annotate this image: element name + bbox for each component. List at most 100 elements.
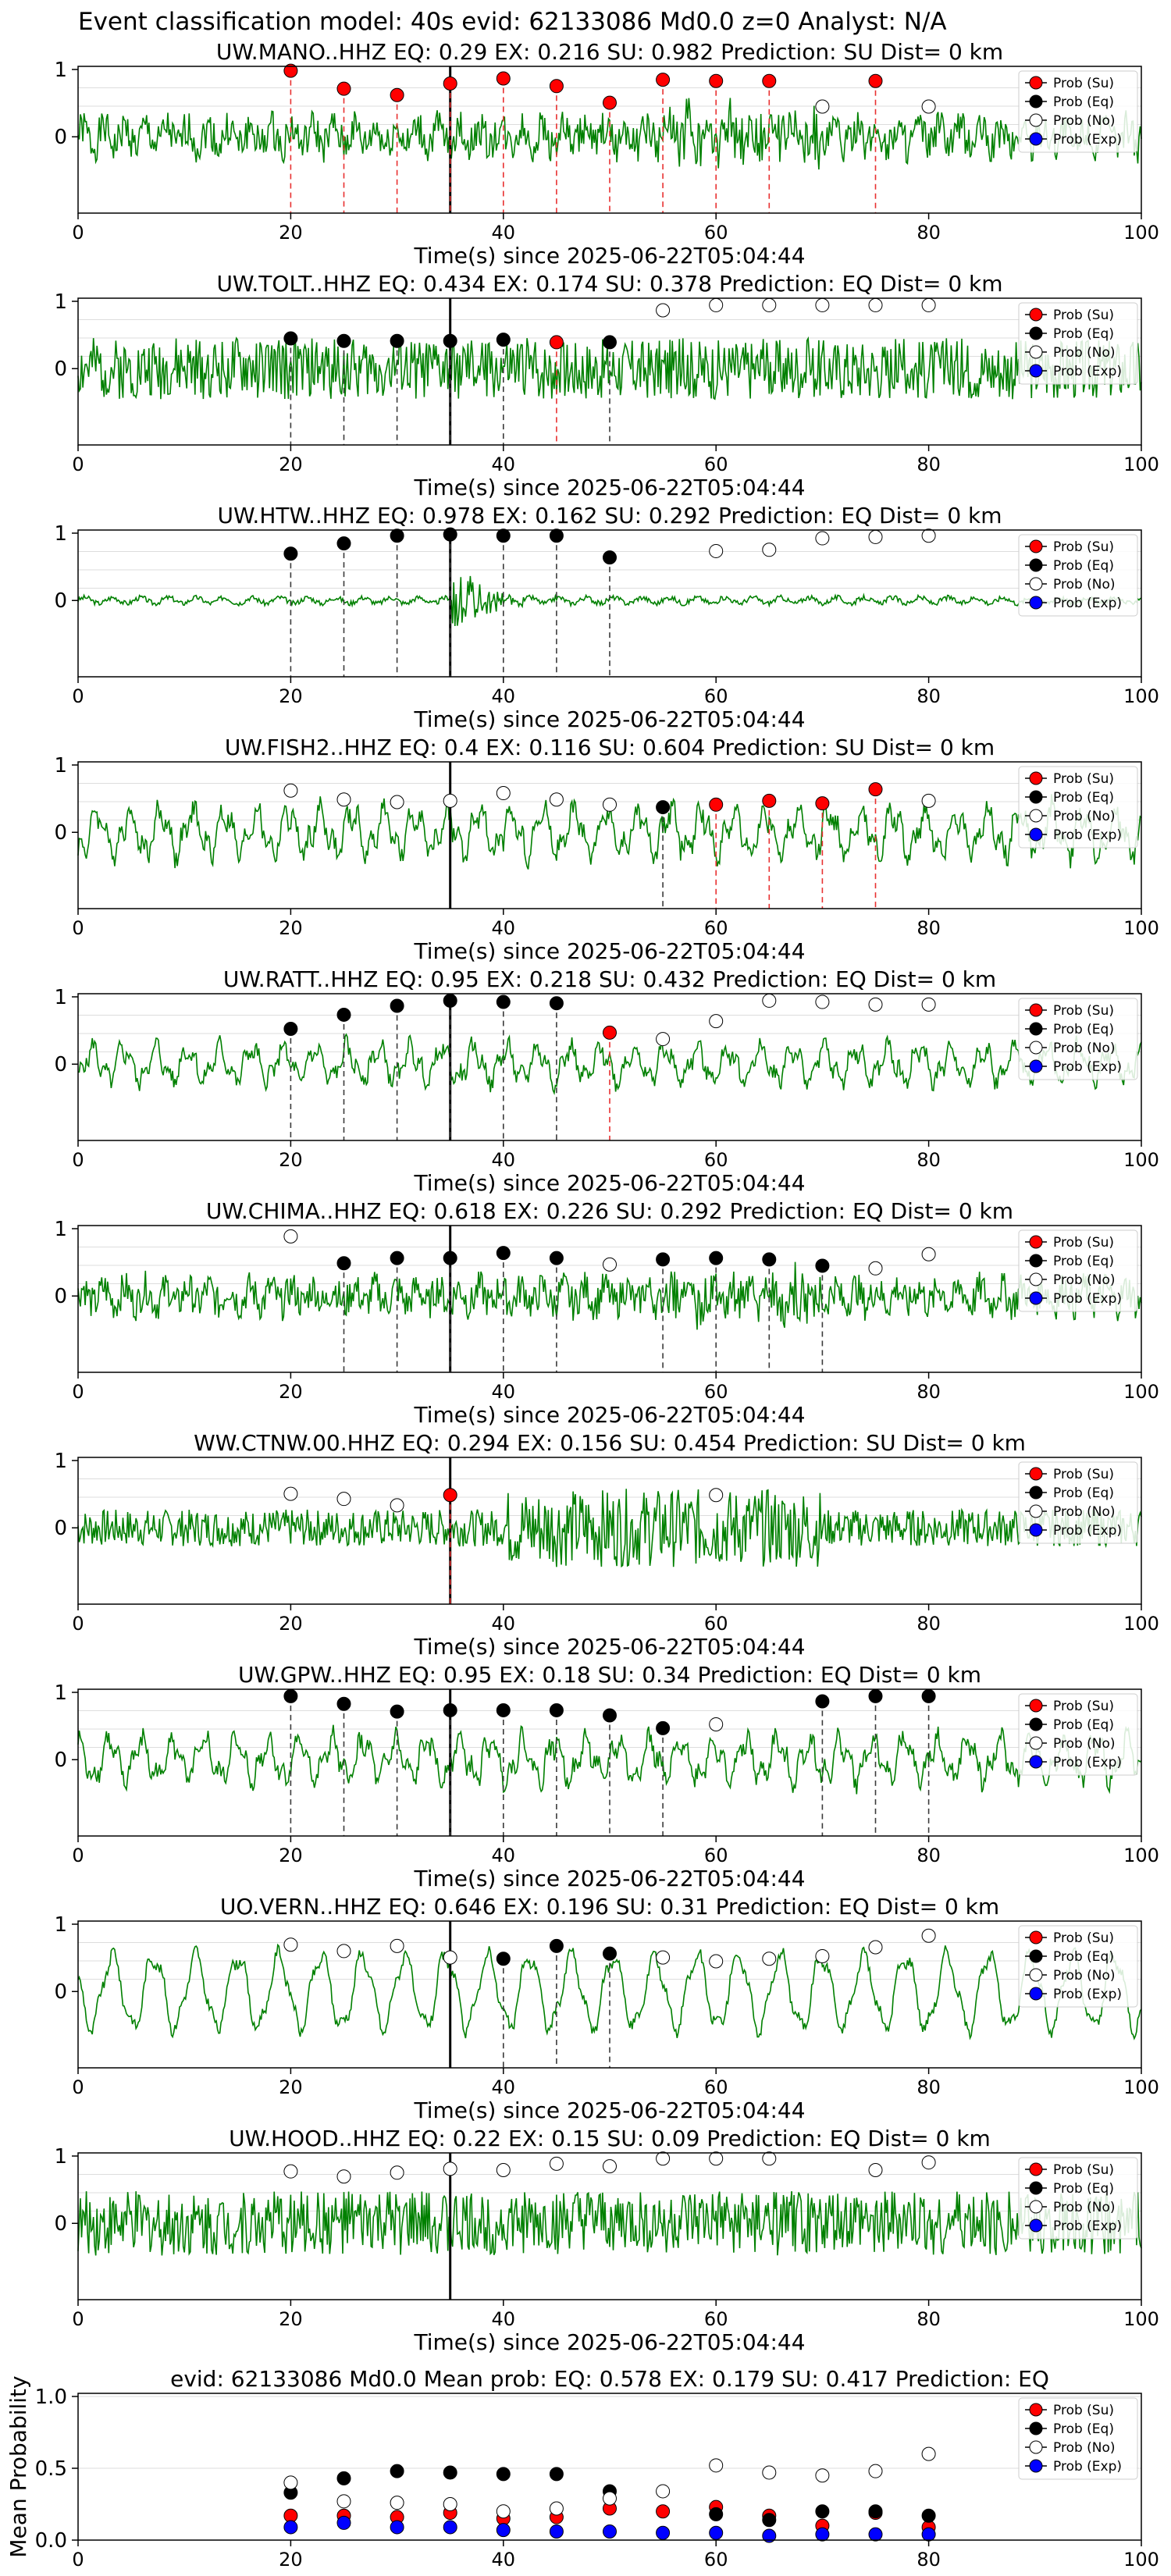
prob-point-no [496, 786, 511, 801]
prob-point-eq [603, 1946, 617, 1961]
legend-marker-su [1029, 308, 1043, 322]
x-tick-label: 80 [917, 1381, 941, 1403]
mean-point-no [921, 2446, 936, 2461]
legend-marker-eq [1029, 1254, 1043, 1268]
prob-point-su [496, 71, 511, 86]
prob-point-su [283, 63, 298, 78]
x-tick-label: 60 [704, 685, 728, 707]
x-tick-label: 40 [492, 2076, 516, 2098]
mean-point-exp [762, 2528, 777, 2543]
prob-point-no [656, 1950, 671, 1965]
legend-marker-eq [1029, 1022, 1043, 1036]
prob-point-su [815, 796, 830, 811]
subplot-4: UW.FISH2..HHZ EQ: 0.4 EX: 0.116 SU: 0.60… [54, 735, 1159, 964]
legend-label-su: Prob (Su) [1053, 2162, 1114, 2178]
prob-point-no [336, 1492, 351, 1507]
prob-point-no [762, 297, 777, 312]
mean-point-no [656, 2484, 671, 2499]
x-tick-label: 40 [492, 222, 516, 244]
y-tick-label: 0 [54, 1749, 67, 1772]
y-tick-label: 0 [54, 821, 67, 845]
x-tick-label: 0 [72, 1381, 84, 1403]
legend-marker-exp [1029, 1059, 1043, 1073]
mean-point-eq [390, 2464, 404, 2478]
legend-label-exp: Prob (Exp) [1053, 1987, 1122, 2002]
x-tick-label: 0 [72, 2549, 84, 2571]
axes-frame [77, 1457, 1142, 1605]
prob-point-eq [709, 1251, 724, 1265]
subplot-title: UW.GPW..HHZ EQ: 0.95 EX: 0.18 SU: 0.34 P… [238, 1662, 981, 1688]
legend-label-eq: Prob (Eq) [1053, 790, 1114, 806]
y-tick-label: 0 [54, 1980, 67, 2004]
legend-marker-no [1029, 113, 1043, 127]
prob-point-eq [603, 335, 617, 350]
prob-point-su [868, 782, 883, 797]
x-tick-label: 100 [1123, 2549, 1159, 2571]
prob-point-no [336, 792, 351, 807]
legend-label-exp: Prob (Exp) [1053, 2459, 1122, 2475]
plot-area [78, 994, 1141, 1140]
y-tick-label: 1 [54, 754, 67, 777]
legend-label-su: Prob (Su) [1053, 1699, 1114, 1714]
legend-label-no: Prob (No) [1053, 1968, 1116, 1984]
legend-box [1018, 1925, 1138, 2008]
prob-point-no [815, 994, 830, 1009]
x-tick-label: 60 [704, 1149, 728, 1171]
legend-marker-su [1029, 2162, 1043, 2176]
legend-label-su: Prob (Su) [1053, 1003, 1114, 1019]
y-tick-label: 1 [54, 1450, 67, 1473]
x-tick-label: 80 [917, 2076, 941, 2098]
legend-marker-exp [1029, 1523, 1043, 1537]
mean-point-no [336, 2494, 351, 2509]
x-tick-label: 20 [279, 1845, 303, 1866]
legend-label-su: Prob (Su) [1053, 2403, 1114, 2418]
prob-point-eq [496, 528, 511, 543]
x-tick-label: 100 [1123, 222, 1159, 244]
subplot-title: UW.FISH2..HHZ EQ: 0.4 EX: 0.116 SU: 0.60… [225, 735, 995, 760]
prob-point-su [603, 95, 617, 110]
prob-point-eq [390, 1251, 404, 1265]
subplot-5: UW.RATT..HHZ EQ: 0.95 EX: 0.218 SU: 0.43… [54, 966, 1159, 1196]
x-tick-label: 0 [72, 2308, 84, 2330]
legend-label-eq: Prob (Eq) [1053, 2421, 1114, 2437]
x-tick-label: 60 [704, 222, 728, 244]
prob-point-no [336, 1944, 351, 1959]
x-tick-label: 100 [1123, 685, 1159, 707]
x-tick-label: 40 [492, 1613, 516, 1635]
x-tick-label: 60 [704, 917, 728, 939]
mean-point-no [390, 2496, 404, 2510]
mean-point-exp [921, 2527, 936, 2542]
legend-label-eq: Prob (Eq) [1053, 558, 1114, 574]
x-tick-label: 80 [917, 2549, 941, 2571]
y-tick-label: 1 [54, 986, 67, 1009]
prob-point-no [868, 297, 883, 312]
x-tick-label: 0 [72, 222, 84, 244]
x-tick-label: 60 [704, 1845, 728, 1866]
legend-label-exp: Prob (Exp) [1053, 596, 1122, 611]
prob-point-no [443, 2161, 457, 2176]
x-tick-label: 20 [279, 454, 303, 475]
waveform-trace [77, 1489, 1142, 1568]
prob-point-no [443, 1950, 457, 1965]
prob-point-no [762, 993, 777, 1008]
prob-point-no [709, 297, 724, 312]
mean-point-eq [496, 2467, 511, 2482]
legend-label-su: Prob (Su) [1053, 1467, 1114, 1482]
axes-frame [77, 1225, 1142, 1373]
legend-label-eq: Prob (Eq) [1053, 1022, 1114, 1037]
legend-marker-eq [1029, 1717, 1043, 1731]
prob-point-no [656, 2151, 671, 2166]
axes-frame [77, 993, 1142, 1141]
prob-point-su [709, 73, 724, 88]
prob-point-eq [656, 1720, 671, 1735]
x-tick-label: 0 [72, 1613, 84, 1635]
prob-point-no [709, 1717, 724, 1731]
x-tick-label: 20 [279, 1149, 303, 1171]
prob-point-eq [868, 1688, 883, 1703]
prob-point-eq [496, 1703, 511, 1717]
prob-point-eq [336, 1696, 351, 1711]
x-axis-label: Time(s) since 2025-06-22T05:04:44 [413, 1634, 805, 1660]
prob-point-no [762, 2151, 777, 2166]
legend-marker-su [1029, 1930, 1043, 1944]
prob-point-eq [443, 1703, 457, 1717]
